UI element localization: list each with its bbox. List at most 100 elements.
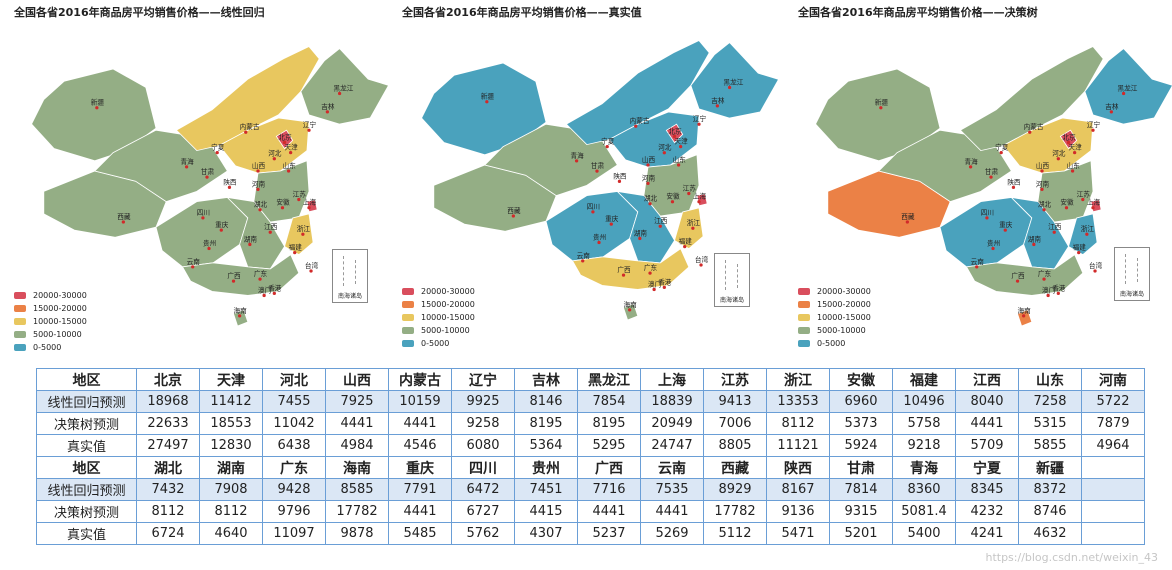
- province-label: 辽宁: [693, 114, 707, 123]
- table-header-cell: 河北: [262, 368, 326, 391]
- table-header-cell: 辽宁: [451, 368, 515, 391]
- province-label: 云南: [187, 257, 201, 266]
- province-region[interactable]: [571, 248, 690, 290]
- province-region[interactable]: [623, 303, 639, 321]
- province-region[interactable]: [1084, 48, 1172, 125]
- legend-item[interactable]: 5000-10000: [402, 324, 475, 337]
- province-dot: [297, 197, 301, 202]
- province-label: 澳门: [258, 285, 272, 294]
- table-row: 真实值 27497 12830 6438 4984 4546 6080 5364 5295 247…: [36, 434, 1145, 457]
- province-label: 贵州: [203, 238, 216, 247]
- legend-item[interactable]: 10000-15000: [798, 311, 871, 324]
- province-dot: [1073, 151, 1077, 155]
- province-dot: [301, 232, 305, 236]
- province-dot: [280, 206, 285, 210]
- legend-item[interactable]: 5000-10000: [14, 328, 87, 341]
- table-cell: 5758: [892, 412, 956, 435]
- province-region[interactable]: [181, 254, 300, 296]
- province-dot: [968, 165, 973, 169]
- table-header-cell: 甘肃: [829, 456, 893, 479]
- province-label: 上海: [303, 198, 317, 207]
- province-dot: [574, 159, 579, 163]
- table-cell: 6438: [262, 434, 326, 457]
- table-cell: 8585: [325, 478, 389, 501]
- province-dot: [1091, 128, 1095, 132]
- table-row: 真实值 6724 4640 11097 9878 5485 5762 4307 5237 5269…: [36, 522, 1145, 545]
- province-region[interactable]: [665, 123, 684, 144]
- legend-item[interactable]: 20000-30000: [798, 285, 871, 298]
- legend-item[interactable]: 15000-20000: [14, 302, 87, 315]
- province-dot: [244, 130, 248, 134]
- table-cell: 6727: [451, 500, 515, 523]
- province-dot: [309, 269, 313, 273]
- province-dot: [272, 291, 276, 296]
- province-label: 贵州: [987, 238, 1000, 247]
- province-label: 山东: [672, 155, 686, 164]
- row-label: 真实值: [36, 434, 137, 457]
- province-label: 辽宁: [303, 120, 317, 129]
- province-dot: [581, 259, 585, 263]
- table-header-cell: 四川: [451, 456, 515, 479]
- province-dot: [1032, 242, 1036, 247]
- province-dot: [262, 293, 266, 298]
- province-region[interactable]: [1059, 129, 1078, 150]
- map-panel-decision-tree: 全国各省2016年商品房平均销售价格——决策树 新疆 内蒙古 黑龙江 吉林 辽宁 北京 天津…: [784, 0, 1172, 362]
- province-region[interactable]: [690, 42, 778, 119]
- legend-item[interactable]: 0-5000: [798, 337, 871, 350]
- province-label: 黑龙江: [1117, 83, 1137, 92]
- province-label: 澳门: [1042, 285, 1056, 294]
- province-region[interactable]: [1068, 213, 1098, 256]
- table-cell: 5709: [955, 434, 1019, 457]
- province-label: 陕西: [613, 171, 627, 180]
- province-label: 山西: [1036, 161, 1050, 170]
- province-region[interactable]: [959, 46, 1104, 152]
- province-region[interactable]: [233, 309, 249, 327]
- province-label: 上海: [693, 192, 707, 201]
- province-region[interactable]: [300, 48, 390, 125]
- table-cell: 5295: [577, 434, 641, 457]
- province-label: 云南: [971, 257, 985, 266]
- table-cell: 8112: [766, 412, 830, 435]
- province-label: 西藏: [901, 212, 915, 221]
- table-cell: 7791: [388, 478, 452, 501]
- legend-item[interactable]: 10000-15000: [402, 311, 475, 324]
- province-region[interactable]: [175, 46, 320, 152]
- table-cell: 8372: [1018, 478, 1082, 501]
- table-cell: 22633: [136, 412, 200, 435]
- province-label: 湖南: [244, 234, 258, 243]
- legend-item[interactable]: 0-5000: [14, 341, 87, 354]
- table-cell: 4241: [955, 522, 1019, 545]
- province-dot: [727, 85, 732, 90]
- legend-item[interactable]: 20000-30000: [402, 285, 475, 298]
- province-dot: [258, 208, 262, 212]
- province-region[interactable]: [275, 129, 294, 150]
- map-legend: 20000-30000 15000-20000 10000-15000 5000…: [14, 289, 87, 354]
- province-dot: [991, 246, 995, 251]
- province-label: 天津: [285, 144, 299, 152]
- legend-item[interactable]: 15000-20000: [798, 298, 871, 311]
- province-label: 海南: [234, 306, 248, 315]
- province-region[interactable]: [674, 207, 704, 250]
- province-label: 云南: [577, 251, 591, 260]
- table-header-cell: 重庆: [388, 456, 452, 479]
- map-title: 全国各省2016年商品房平均销售价格——决策树: [798, 6, 1038, 19]
- legend-item[interactable]: 20000-30000: [14, 289, 87, 302]
- province-label: 江西: [264, 223, 278, 231]
- legend-item[interactable]: 10000-15000: [14, 315, 87, 328]
- legend-item[interactable]: 5000-10000: [798, 324, 871, 337]
- map-panel-linear-regression: 全国各省2016年商品房平均销售价格——线性回归 新疆 内蒙古 黑龙江 吉林 辽宁 北京天…: [0, 0, 390, 362]
- province-dot: [905, 220, 909, 224]
- legend-item[interactable]: 15000-20000: [402, 298, 475, 311]
- province-region[interactable]: [965, 254, 1084, 296]
- province-dot: [238, 314, 242, 318]
- legend-item[interactable]: 0-5000: [402, 337, 475, 350]
- province-region[interactable]: [1017, 309, 1033, 327]
- province-region[interactable]: [284, 213, 314, 256]
- province-label: 内蒙古: [1024, 122, 1044, 131]
- province-label: 甘肃: [201, 167, 215, 176]
- table-header-cell: 云南: [640, 456, 704, 479]
- table-cell: 9428: [262, 478, 326, 501]
- province-dot: [1121, 91, 1126, 96]
- province-region[interactable]: [565, 40, 710, 146]
